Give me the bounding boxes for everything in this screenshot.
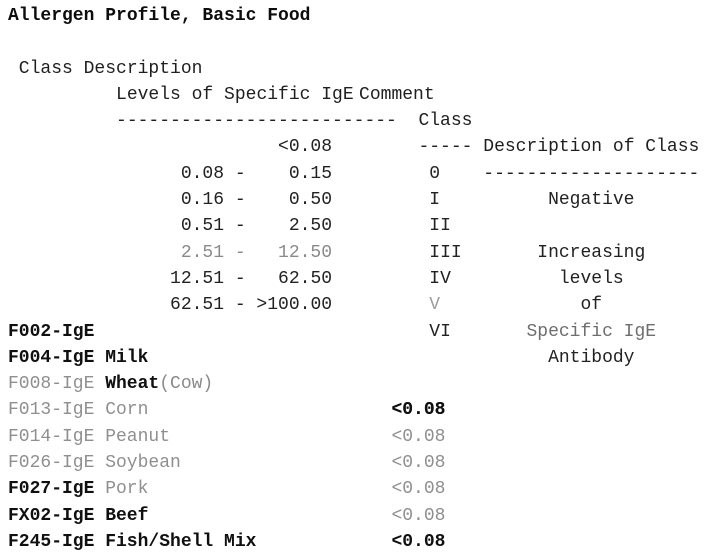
scale-row: <0.08 0 Negative xyxy=(8,108,723,210)
result-value: <0.08 xyxy=(391,400,446,421)
description-of-class-header: Description of Class xyxy=(483,137,700,158)
scale-row: 0.16 - 0.50 II Increasing xyxy=(8,161,723,263)
result-row: F008-IgE Corn <0.08 xyxy=(8,345,723,447)
class-description-value: levels xyxy=(558,268,624,289)
scale-row: 0.08 - 0.15 I xyxy=(8,134,723,210)
test-name: Peanut xyxy=(105,426,171,447)
class-description-value: of xyxy=(580,295,603,316)
class-value: I xyxy=(429,190,441,211)
test-name: Pork xyxy=(105,479,149,500)
result-row: F002-IgE Milk (Cow) <0.08 xyxy=(8,292,723,421)
levels-of-ige-header: Levels of Specific IgE xyxy=(116,84,354,105)
class-underline: ----- xyxy=(418,137,473,158)
class-value: IV xyxy=(429,268,451,289)
class-value: 0 xyxy=(429,163,441,184)
test-name: Corn xyxy=(105,400,149,421)
class-value: V xyxy=(429,295,441,316)
result-row: F004-IgE Wheat <0.08 xyxy=(8,319,723,421)
test-code: F027-IgE xyxy=(8,479,95,500)
result-value: <0.08 xyxy=(391,453,446,474)
column-header-row: Class Description Comment xyxy=(8,29,723,105)
test-name: Wheat xyxy=(105,374,160,395)
test-code: F013-IgE xyxy=(8,400,95,421)
ige-range: 2.51 - 12.50 xyxy=(180,242,333,263)
class-description-header: Class Description xyxy=(18,58,203,79)
test-name: Milk xyxy=(105,347,149,368)
underline-row: -------------------------- ----- -------… xyxy=(8,82,723,184)
class-description-value: Increasing xyxy=(537,242,646,263)
result-row: F013-IgE Peanut <0.08 xyxy=(8,371,723,473)
test-code: F026-IgE xyxy=(8,453,95,474)
result-value: <0.08 xyxy=(391,400,446,421)
scale-row: 12.51 - 62.50 V Specific IgE xyxy=(8,240,723,342)
scale-row: 2.51 - 12.50 IV of xyxy=(8,213,723,316)
description-underline: -------------------- xyxy=(483,163,700,184)
scale-row: 62.51 - >100.00 VI Antibody xyxy=(8,266,723,368)
levels-underline: -------------------------- xyxy=(116,111,397,132)
test-name: Fish/Shell Mix xyxy=(105,531,257,552)
class-value: II xyxy=(429,216,451,237)
ige-range: 62.51 - >100.00 xyxy=(170,295,333,316)
result-value: <0.08 xyxy=(391,479,446,500)
ige-range: 12.51 - 62.50 xyxy=(170,268,333,289)
result-value: <0.08 xyxy=(391,505,446,526)
class-description-value: Specific IgE xyxy=(526,321,657,342)
result-row: F014-IgE Soybean <0.08 xyxy=(8,397,723,500)
test-name-suffix: (Cow) xyxy=(159,374,214,395)
class-description-value: Antibody xyxy=(548,347,635,368)
result-row: F027-IgE Beef <0.08 xyxy=(8,450,723,552)
result-row: F245-IgE Egg, Whole <0.08 xyxy=(8,503,723,552)
test-code: F004-IgE xyxy=(8,347,95,368)
scale-row: 0.51 - 2.50 III levels xyxy=(8,187,723,289)
ige-range: 0.51 - 2.50 xyxy=(180,216,333,237)
test-code: F014-IgE xyxy=(8,426,95,447)
result-row: F026-IgE Pork <0.08 xyxy=(8,424,723,526)
ige-range: 0.16 - 0.50 xyxy=(180,190,333,211)
test-code: F008-IgE xyxy=(8,374,95,395)
test-name: Beef xyxy=(105,505,149,526)
class-header: Class xyxy=(418,111,473,132)
result-value: <0.08 xyxy=(391,531,446,552)
comment-header: Comment xyxy=(359,84,435,105)
result-value: <0.08 xyxy=(391,426,446,447)
ige-range: 0.08 - 0.15 xyxy=(180,163,333,184)
test-name: Soybean xyxy=(105,453,181,474)
class-value: VI xyxy=(429,321,451,342)
test-code: F245-IgE xyxy=(8,531,95,552)
test-code: F002-IgE xyxy=(8,321,95,342)
result-row: FX02-IgE Fish/Shell Mix <0.08 xyxy=(8,476,723,552)
ige-range: <0.08 xyxy=(278,137,333,158)
result-row: F052-IgE Chocolate/Cocoa <0.08 xyxy=(8,529,723,555)
scale-header-row: Levels of Specific IgE Class Description… xyxy=(8,56,723,158)
class-value: III xyxy=(429,242,462,263)
test-code: FX02-IgE xyxy=(8,505,95,526)
class-description-value: Negative xyxy=(548,190,635,211)
report-title: Allergen Profile, Basic Food xyxy=(8,6,311,26)
